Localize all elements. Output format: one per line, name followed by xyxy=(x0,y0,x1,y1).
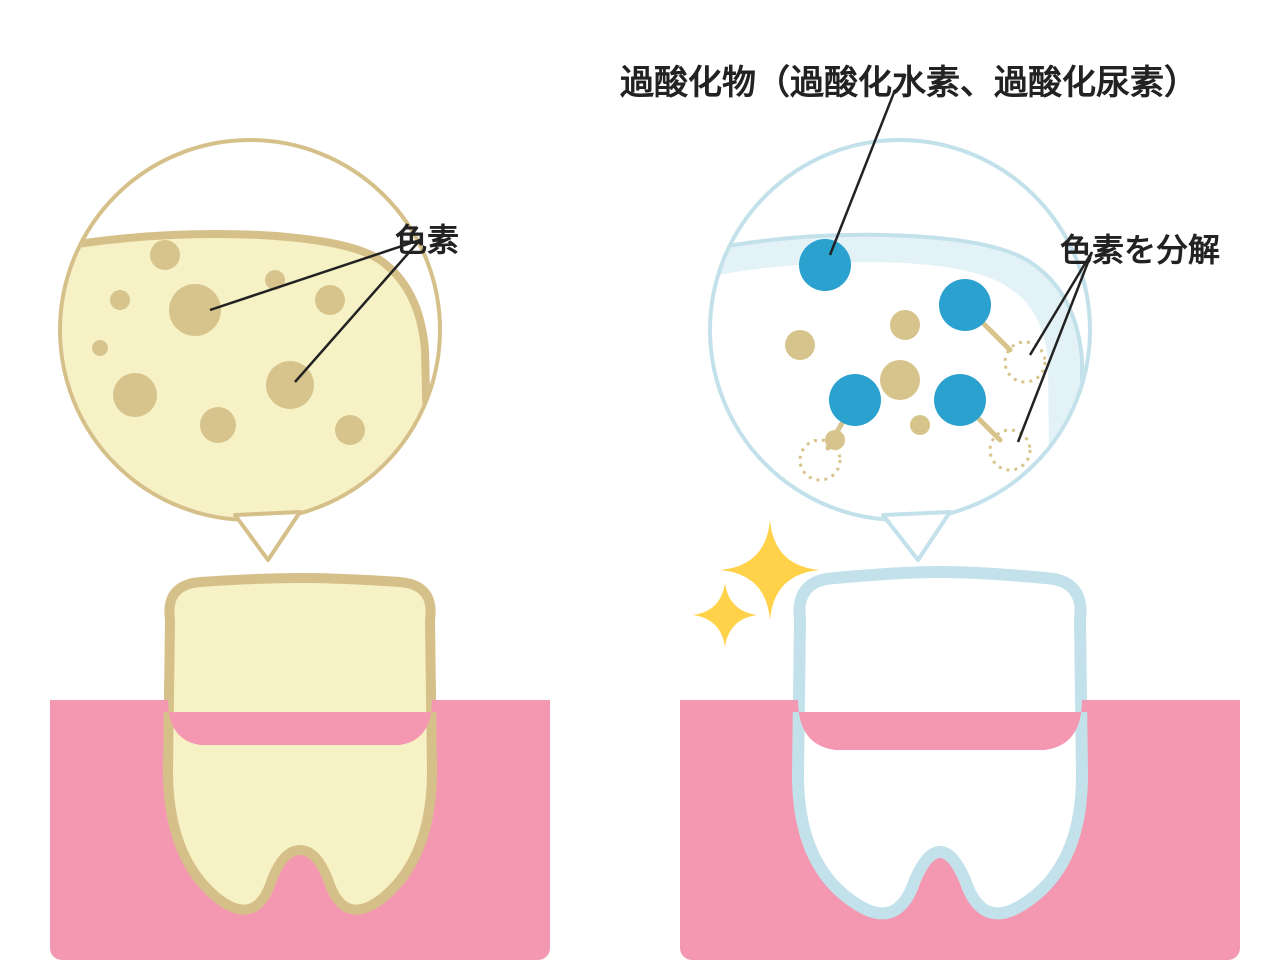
label-peroxide: 過酸化物（過酸化水素、過酸化尿素） xyxy=(620,55,1198,104)
label-decompose: 色素を分解 xyxy=(1060,225,1220,271)
left-bubble-tail xyxy=(235,512,300,560)
right-bubble-tail xyxy=(883,512,950,560)
diagram-svg xyxy=(0,0,1280,960)
right-magnifier xyxy=(690,140,1090,560)
label-pigment: 色素 xyxy=(395,215,459,261)
right-panel xyxy=(680,572,1240,960)
diagram-stage: 色素 過酸化物（過酸化水素、過酸化尿素） 色素を分解 xyxy=(0,0,1280,960)
left-enamel-zoom xyxy=(40,234,430,560)
left-panel xyxy=(50,578,550,960)
left-magnifier xyxy=(40,140,440,560)
